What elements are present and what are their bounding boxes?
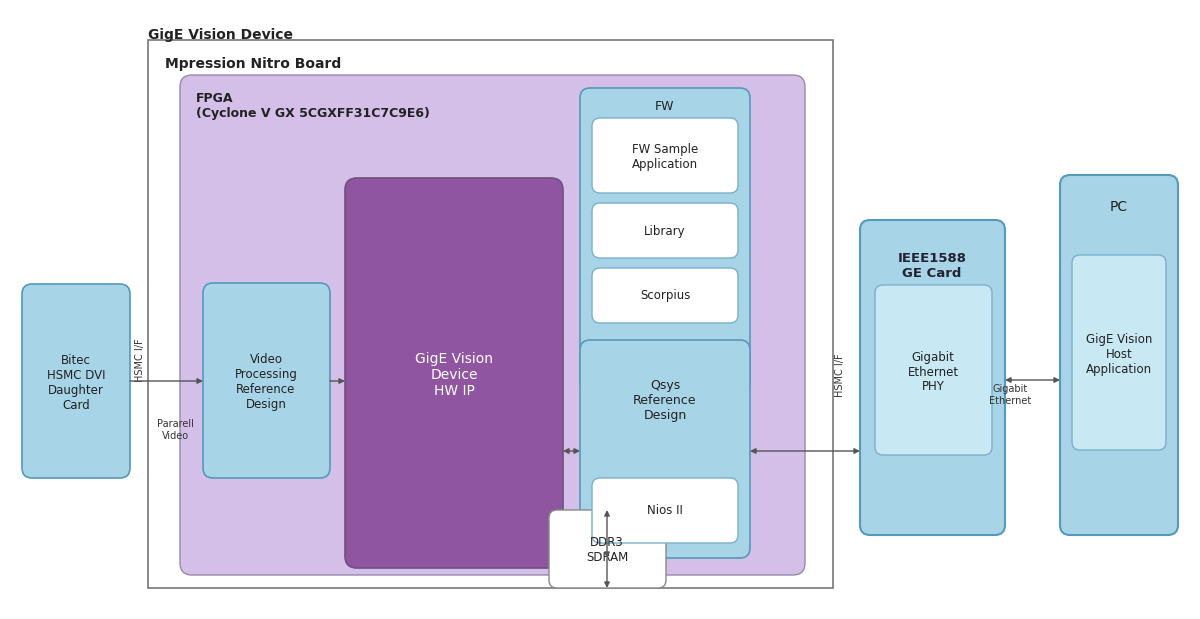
Text: IEEE1588
GE Card: IEEE1588 GE Card bbox=[898, 252, 966, 280]
FancyBboxPatch shape bbox=[22, 284, 130, 478]
FancyBboxPatch shape bbox=[1060, 175, 1178, 535]
Text: HSMC I/F: HSMC I/F bbox=[835, 353, 845, 397]
Text: FW Sample
Application: FW Sample Application bbox=[632, 143, 698, 171]
Text: Qsys
Reference
Design: Qsys Reference Design bbox=[634, 378, 697, 422]
Text: FPGA
(Cyclone V GX 5CGXFF31C7C9E6): FPGA (Cyclone V GX 5CGXFF31C7C9E6) bbox=[196, 92, 430, 120]
Text: Video
Processing
Reference
Design: Video Processing Reference Design bbox=[234, 353, 298, 411]
FancyBboxPatch shape bbox=[180, 75, 805, 575]
FancyBboxPatch shape bbox=[860, 220, 1006, 535]
FancyBboxPatch shape bbox=[580, 88, 750, 393]
Text: FW: FW bbox=[655, 100, 674, 113]
Text: Scorpius: Scorpius bbox=[640, 290, 690, 303]
FancyBboxPatch shape bbox=[550, 510, 666, 588]
Text: Gigabit
Ethernet: Gigabit Ethernet bbox=[989, 384, 1031, 406]
Text: Pararell
Video: Pararell Video bbox=[156, 419, 193, 441]
Text: DDR3
SDRAM: DDR3 SDRAM bbox=[586, 536, 628, 564]
FancyBboxPatch shape bbox=[592, 268, 738, 323]
FancyBboxPatch shape bbox=[1072, 255, 1166, 450]
Text: Bitec
HSMC DVI
Daughter
Card: Bitec HSMC DVI Daughter Card bbox=[47, 354, 106, 412]
FancyBboxPatch shape bbox=[346, 178, 563, 568]
FancyBboxPatch shape bbox=[592, 118, 738, 193]
FancyBboxPatch shape bbox=[592, 203, 738, 258]
Bar bbox=[148, 40, 833, 588]
FancyBboxPatch shape bbox=[203, 283, 330, 478]
Text: Nios II: Nios II bbox=[647, 504, 683, 517]
Text: GigE Vision Device: GigE Vision Device bbox=[148, 28, 293, 42]
Text: GigE Vision
Host
Application: GigE Vision Host Application bbox=[1086, 334, 1152, 376]
Text: Library: Library bbox=[644, 225, 686, 238]
FancyBboxPatch shape bbox=[580, 340, 750, 558]
Text: HSMC I/F: HSMC I/F bbox=[134, 338, 145, 382]
Text: GigE Vision
Device
HW IP: GigE Vision Device HW IP bbox=[415, 352, 493, 398]
FancyBboxPatch shape bbox=[875, 285, 992, 455]
Text: Gigabit
Ethernet
PHY: Gigabit Ethernet PHY bbox=[907, 350, 959, 394]
FancyBboxPatch shape bbox=[592, 478, 738, 543]
Text: Mpression Nitro Board: Mpression Nitro Board bbox=[166, 57, 341, 71]
Text: PC: PC bbox=[1110, 200, 1128, 214]
